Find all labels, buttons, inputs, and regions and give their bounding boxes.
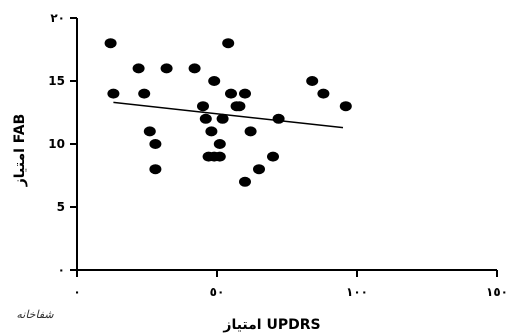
data-point: [253, 164, 265, 175]
data-point: [213, 151, 226, 162]
y-tick-label: ٢٠: [50, 11, 65, 25]
data-point: [267, 151, 279, 162]
data-point: [239, 176, 251, 187]
data-point: [233, 101, 246, 112]
axes: [76, 18, 497, 271]
data-point: [222, 38, 235, 49]
data-point: [213, 139, 226, 149]
data-points: [104, 38, 352, 187]
data-point: [188, 63, 201, 74]
regression-line: [113, 101, 344, 129]
data-point: [317, 88, 330, 99]
ticks: ٠ 5 10 15 ٢٠ ٠ ٥٠ ١٠٠ ١٥٠: [48, 11, 508, 299]
regression-line-group: [113, 101, 344, 129]
y-tick-label: ٠: [58, 263, 65, 277]
watermark-logo: شفاخانه: [16, 308, 54, 321]
data-point: [160, 63, 173, 74]
data-point: [216, 113, 229, 124]
y-tick-label: 15: [48, 74, 65, 88]
data-point: [306, 76, 319, 86]
data-point: [199, 113, 212, 124]
data-point: [208, 76, 221, 86]
data-point: [225, 88, 237, 99]
data-point: [132, 63, 145, 74]
x-tick-label: ١٠٠: [346, 285, 368, 299]
data-point: [239, 88, 251, 99]
data-point: [272, 113, 285, 124]
x-tick-label: ٠: [73, 285, 80, 299]
data-point: [107, 88, 120, 99]
data-point: [339, 101, 352, 112]
x-tick-label: ١٥٠: [486, 285, 508, 299]
y-tick-label: 10: [48, 137, 65, 151]
x-tick-label: ٥٠: [210, 285, 225, 299]
data-point: [244, 126, 257, 137]
data-point: [138, 88, 151, 99]
data-point: [205, 126, 218, 137]
data-point: [149, 164, 162, 175]
y-axis-title: امتیاز FAB: [12, 114, 28, 188]
y-tick-label: 5: [57, 200, 65, 214]
data-point: [197, 101, 209, 112]
data-point: [104, 38, 117, 49]
data-point: [149, 139, 162, 149]
data-point: [143, 126, 156, 137]
x-axis-title: امتیاز UPDRS: [222, 317, 320, 333]
